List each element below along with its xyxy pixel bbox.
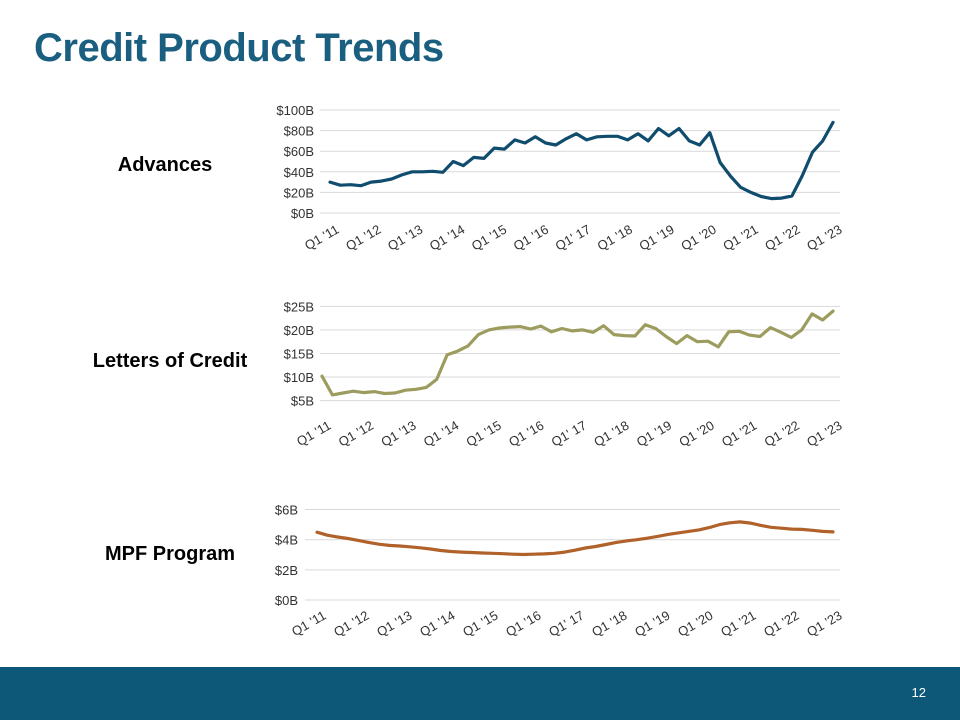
page-title: Credit Product Trends: [34, 26, 444, 70]
advances-ytick-label: $80B: [284, 124, 314, 139]
mpf-program-xtick-label: Q1 '11: [289, 608, 328, 639]
advances-ytick-label: $40B: [284, 165, 314, 180]
letters-of-credit-ytick-label: $5B: [291, 394, 314, 409]
advances-label: Advances: [117, 154, 213, 176]
advances-xtick-label: Q1' 17: [553, 222, 593, 254]
letters-of-credit-xtick-label: Q1 '13: [378, 418, 418, 450]
page-number: 12: [911, 685, 926, 700]
advances-xtick-label: Q1 '13: [385, 222, 425, 254]
mpf-program-label: MPF Program: [104, 543, 236, 565]
mpf-program-xtick-label: Q1 '18: [589, 608, 629, 640]
letters-of-credit-xtick-label: Q1 '21: [719, 418, 759, 450]
letters-of-credit-xtick-label: Q1 '23: [804, 418, 844, 450]
advances-xtick-label: Q1 '21: [720, 222, 760, 254]
advances-series-line: [328, 120, 835, 201]
letters-of-credit-xtick-label: Q1' 17: [549, 418, 589, 450]
letters-of-credit-xtick-label: Q1 '15: [464, 418, 504, 450]
advances-xtick-label: Q1 '20: [678, 222, 718, 254]
advances-xtick-label: Q1 '18: [595, 222, 635, 254]
mpf-program-xtick-label: Q1 '19: [632, 608, 672, 640]
letters-of-credit-xtick-label: Q1 '20: [676, 418, 716, 450]
letters-of-credit-series-line: [320, 309, 835, 397]
letters-of-credit-xtick-label: Q1 '12: [336, 418, 376, 450]
mpf-program-xtick-label: Q1 '15: [460, 608, 500, 640]
mpf-program-xtick-label: Q1 '23: [804, 608, 844, 640]
advances-ytick-label: $60B: [284, 144, 314, 159]
mpf-program-xtick-label: Q1 '21: [718, 608, 758, 640]
mpf-program-xtick-label: Q1 '13: [374, 608, 414, 640]
mpf-program-xtick-label: Q1' 17: [546, 608, 586, 640]
advances-xtick-label: Q1 '12: [343, 222, 383, 254]
letters-of-credit-xtick-label: Q1 '11: [294, 418, 333, 449]
letters-of-credit-ytick-label: $15B: [284, 346, 314, 361]
mpf-program-series-line: [315, 520, 835, 557]
footer-bar: 12: [0, 667, 960, 720]
mpf-program-ytick-label: $4B: [275, 533, 298, 548]
letters-of-credit-ytick-label: $25B: [284, 299, 314, 314]
mpf-program-xtick-label: Q1 '22: [761, 608, 801, 640]
advances-xtick-label: Q1 '19: [637, 222, 677, 254]
mpf-program-xtick-label: Q1 '16: [503, 608, 543, 640]
advances-xtick-label: Q1 '16: [511, 222, 551, 254]
advances-xtick-label: Q1 '23: [804, 222, 844, 254]
advances-xtick-label: Q1 '14: [427, 222, 467, 254]
letters-of-credit-xtick-label: Q1 '18: [591, 418, 631, 450]
advances-ytick-label: $20B: [284, 185, 314, 200]
letters-of-credit-xtick-label: Q1 '22: [762, 418, 802, 450]
mpf-program-ytick-label: $2B: [275, 563, 298, 578]
mpf-program-ytick-label: $6B: [275, 503, 298, 518]
letters-of-credit-xtick-label: Q1 '14: [421, 418, 461, 450]
letters-of-credit-label: Letters of Credit: [92, 350, 248, 372]
mpf-program-xtick-label: Q1 '20: [675, 608, 715, 640]
letters-of-credit-ytick-label: $20B: [284, 323, 314, 338]
mpf-program-ytick-label: $0B: [275, 593, 298, 608]
mpf-program-xtick-label: Q1 '12: [331, 608, 371, 640]
letters-of-credit-ytick-label: $10B: [284, 370, 314, 385]
advances-xtick-label: Q1 '15: [469, 222, 509, 254]
letters-of-credit-xtick-label: Q1 '16: [506, 418, 546, 450]
mpf-program-xtick-label: Q1 '14: [417, 608, 457, 640]
advances-xtick-label: Q1 '11: [302, 222, 341, 253]
advances-xtick-label: Q1 '22: [762, 222, 802, 254]
advances-ytick-label: $0B: [291, 206, 314, 221]
letters-of-credit-xtick-label: Q1 '19: [634, 418, 674, 450]
advances-ytick-label: $100B: [276, 103, 314, 118]
